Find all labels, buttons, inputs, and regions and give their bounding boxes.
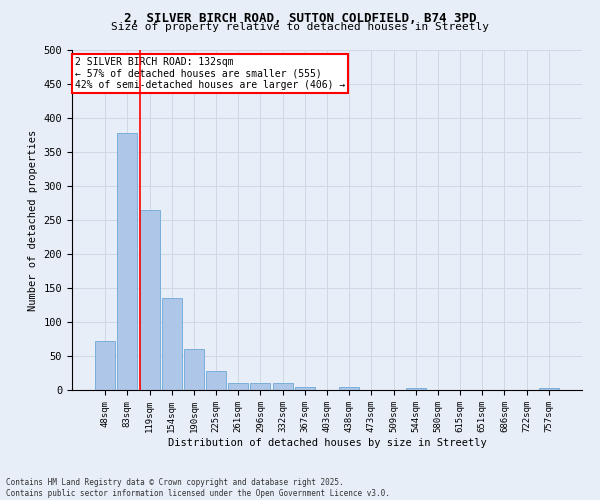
Bar	[339, 386, 359, 390]
Bar	[539, 388, 559, 390]
Text: Contains HM Land Registry data © Crown copyright and database right 2025.
Contai: Contains HM Land Registry data © Crown c…	[6, 478, 390, 498]
Bar	[295, 386, 315, 390]
Bar	[140, 210, 160, 390]
Bar	[118, 133, 137, 390]
Bar	[228, 383, 248, 390]
Text: 2 SILVER BIRCH ROAD: 132sqm
← 57% of detached houses are smaller (555)
42% of se: 2 SILVER BIRCH ROAD: 132sqm ← 57% of det…	[74, 57, 345, 90]
Y-axis label: Number of detached properties: Number of detached properties	[28, 130, 38, 310]
Bar	[95, 341, 115, 390]
Bar	[184, 349, 204, 390]
Bar	[206, 371, 226, 390]
Text: Size of property relative to detached houses in Streetly: Size of property relative to detached ho…	[111, 22, 489, 32]
Text: 2, SILVER BIRCH ROAD, SUTTON COLDFIELD, B74 3PD: 2, SILVER BIRCH ROAD, SUTTON COLDFIELD, …	[124, 12, 476, 26]
X-axis label: Distribution of detached houses by size in Streetly: Distribution of detached houses by size …	[167, 438, 487, 448]
Bar	[272, 383, 293, 390]
Bar	[250, 383, 271, 390]
Bar	[162, 298, 182, 390]
Bar	[406, 388, 426, 390]
